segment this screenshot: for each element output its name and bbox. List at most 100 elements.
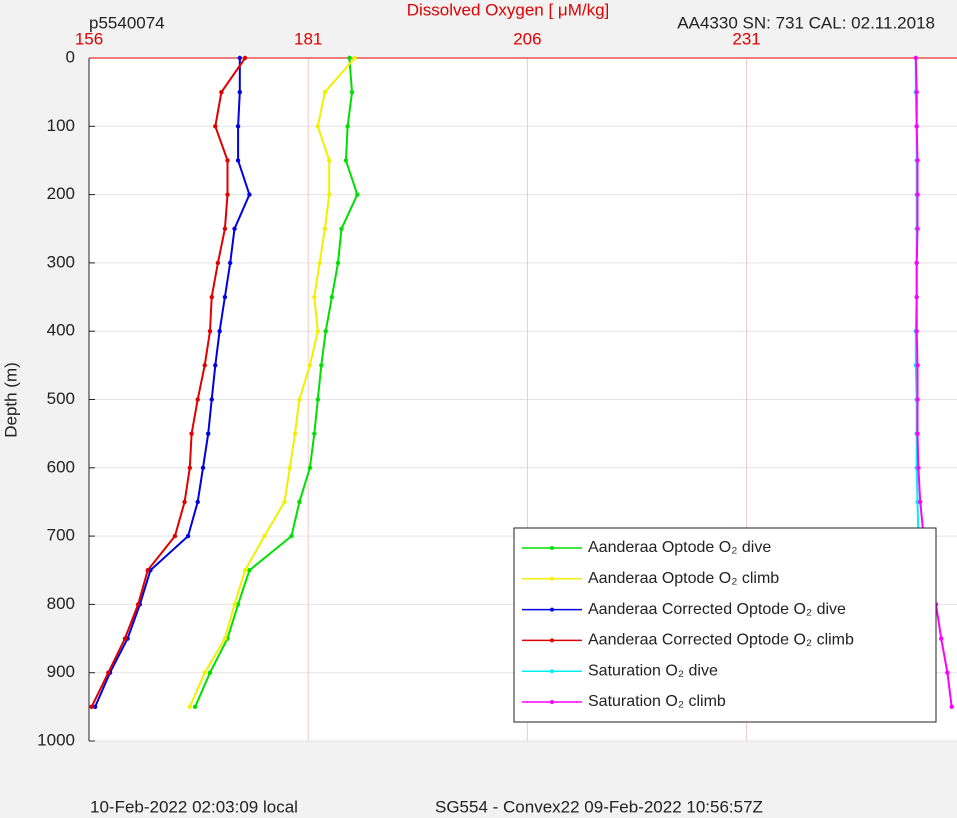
data-point (209, 397, 214, 402)
data-point (213, 363, 218, 368)
data-point (262, 533, 267, 539)
data-point (235, 602, 241, 607)
data-point (322, 89, 328, 95)
data-point (312, 294, 317, 300)
data-point (913, 55, 918, 61)
y-tick-label: 1000 (37, 730, 75, 749)
data-point (914, 124, 919, 129)
data-point (335, 260, 341, 266)
data-point (213, 124, 218, 129)
data-point (287, 465, 292, 470)
x-tick-label: 231 (732, 29, 760, 48)
data-point (945, 670, 950, 675)
data-point (225, 158, 230, 163)
data-point (237, 55, 243, 61)
data-point (914, 329, 919, 334)
y-tick-label: 100 (47, 116, 75, 135)
data-point (347, 55, 352, 61)
data-point (217, 329, 222, 334)
data-point (207, 670, 213, 675)
legend-marker (550, 607, 554, 612)
data-point (187, 465, 193, 470)
y-tick-label: 0 (66, 47, 75, 66)
data-point (915, 226, 920, 231)
x-tick-label: 206 (513, 29, 541, 48)
data-point (345, 124, 350, 129)
top-left-label: p5540074 (89, 13, 165, 32)
data-point (914, 260, 919, 266)
data-point (207, 329, 213, 334)
data-point (915, 363, 920, 368)
data-point (349, 89, 355, 95)
data-point (307, 363, 313, 368)
data-point (329, 294, 335, 300)
data-point (939, 636, 944, 641)
data-point (315, 329, 321, 334)
data-point (916, 465, 921, 470)
data-point (122, 636, 128, 641)
data-point (327, 192, 332, 197)
data-point (915, 431, 920, 436)
data-point (323, 329, 328, 334)
data-point (172, 533, 178, 539)
data-point (343, 158, 349, 163)
y-tick-label: 500 (47, 389, 75, 408)
y-tick-label: 200 (47, 184, 75, 203)
chart-title: Dissolved Oxygen [ μM/kg] (407, 0, 610, 19)
series-line (188, 57, 356, 708)
data-point (189, 431, 194, 436)
data-point (915, 158, 920, 163)
data-point (917, 499, 923, 505)
legend-marker (550, 638, 554, 643)
data-point (92, 704, 98, 710)
data-point (319, 363, 324, 368)
data-point (297, 499, 302, 505)
y-tick-label: 300 (47, 252, 75, 271)
data-point (215, 260, 221, 266)
data-point (322, 226, 328, 231)
data-point (89, 704, 94, 710)
data-point (222, 226, 228, 231)
legend-label: Aanderaa Optode O₂ dive (588, 539, 771, 556)
data-point (315, 124, 321, 129)
data-point (135, 602, 141, 607)
data-point (192, 704, 198, 710)
data-point (292, 431, 298, 436)
legend-marker (550, 576, 554, 581)
legend-label: Aanderaa Optode O₂ climb (588, 570, 779, 587)
footer-right: SG554 - Convex22 09-Feb-2022 10:56:57Z (435, 797, 763, 816)
data-point (949, 704, 954, 710)
x-tick-label: 156 (75, 29, 103, 48)
top-right-label: AA4330 SN: 731 CAL: 02.11.2018 (677, 13, 935, 32)
data-point (315, 397, 321, 402)
data-point (232, 602, 237, 607)
data-point (914, 89, 919, 95)
data-point (915, 192, 920, 197)
legend-label: Saturation O₂ dive (588, 662, 718, 679)
y-axis-label: Depth (m) (1, 362, 20, 438)
x-tick-label: 181 (294, 29, 322, 48)
legend-label: Saturation O₂ climb (588, 693, 726, 710)
y-tick-label: 600 (47, 457, 75, 476)
data-point (235, 158, 241, 163)
data-point (317, 260, 322, 266)
data-point (222, 636, 228, 641)
data-point (355, 192, 360, 197)
data-point (289, 533, 294, 539)
data-point (282, 499, 287, 505)
data-point (145, 568, 150, 573)
data-point (206, 431, 211, 436)
y-tick-label: 400 (47, 321, 75, 340)
footer-left: 10-Feb-2022 02:03:09 local (90, 797, 298, 816)
data-point (202, 670, 207, 675)
data-point (200, 465, 206, 470)
data-point (227, 260, 233, 266)
series-line (94, 58, 251, 708)
data-point (222, 294, 228, 300)
data-point (235, 124, 241, 129)
data-point (195, 499, 200, 505)
data-point (242, 568, 248, 573)
data-point (914, 294, 919, 300)
data-point (232, 226, 237, 231)
data-point (312, 431, 317, 436)
